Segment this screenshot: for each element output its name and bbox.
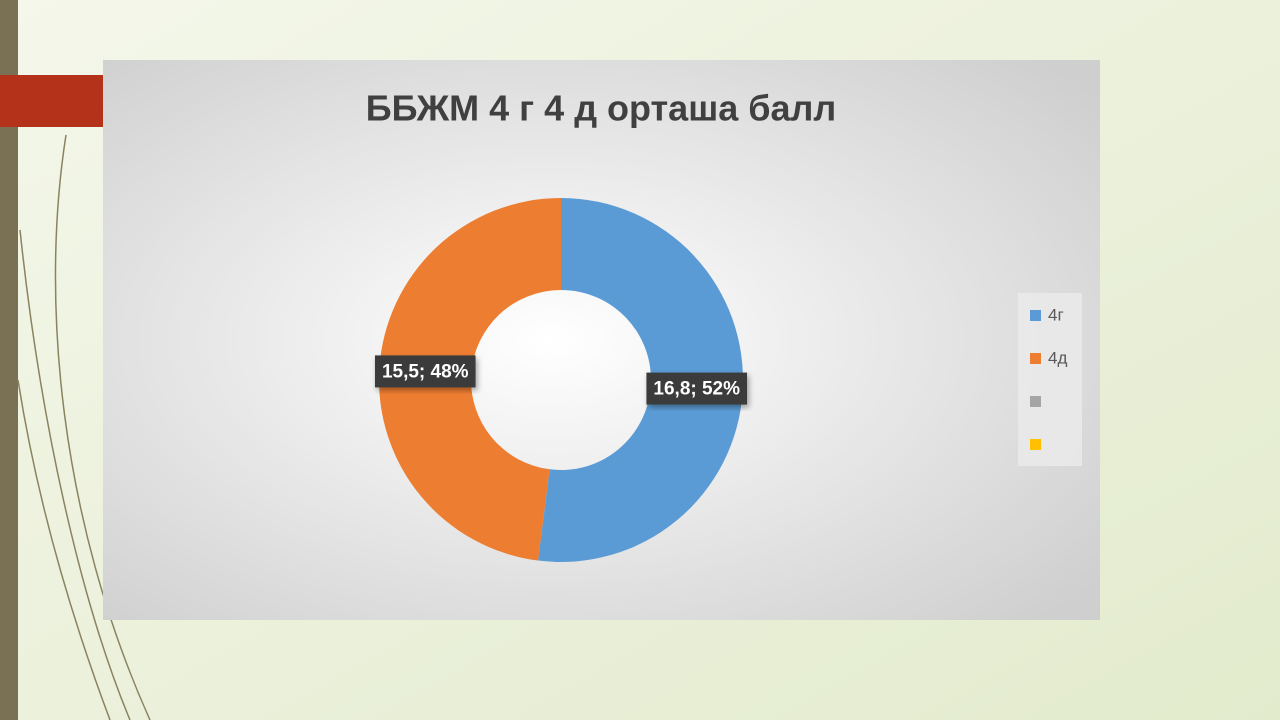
side-bar	[0, 0, 18, 720]
data-label: 15,5; 48%	[374, 355, 476, 388]
legend-swatch	[1030, 310, 1041, 321]
data-label-text: 16,8; 52%	[653, 379, 740, 400]
data-label: 16,8; 52%	[646, 372, 748, 405]
accent-block	[0, 75, 103, 127]
data-label-bg	[374, 355, 476, 388]
legend-swatch	[1030, 396, 1041, 407]
donut-slice	[538, 198, 744, 562]
legend-swatch	[1030, 439, 1041, 450]
decor-curves	[17, 134, 151, 720]
legend-label: 4д	[1048, 348, 1067, 367]
legend-box	[1018, 293, 1082, 466]
legend-label: 4г	[1048, 305, 1064, 324]
chart-title: ББЖМ 4 г 4 д орташа балл	[366, 88, 836, 129]
data-label-bg	[646, 372, 748, 405]
legend-swatch	[1030, 353, 1041, 364]
data-label-text: 15,5; 48%	[382, 361, 469, 382]
